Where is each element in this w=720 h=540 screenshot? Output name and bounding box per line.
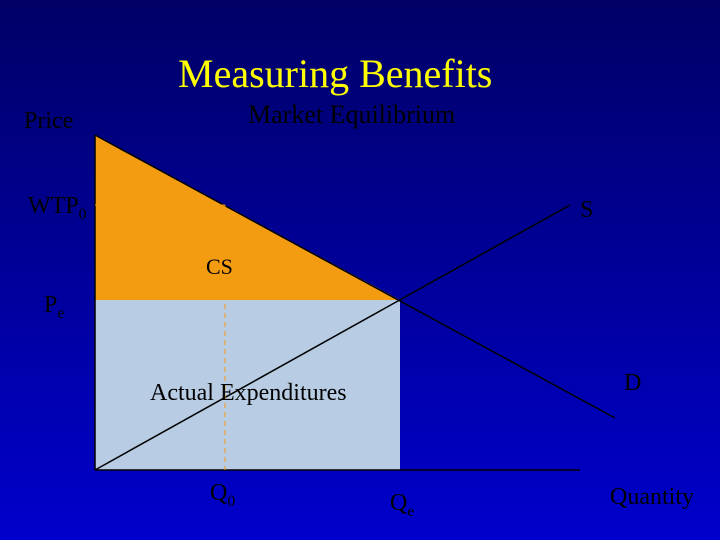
- cs-label: CS: [206, 254, 233, 280]
- title-label: Measuring Benefits: [178, 50, 492, 97]
- q0-label: Q0: [210, 480, 235, 511]
- d-label: D: [624, 370, 641, 397]
- s-label: S: [580, 197, 593, 224]
- actual_exp-label: Actual Expenditures: [150, 380, 347, 407]
- subtitle-label: Market Equilibrium: [248, 100, 455, 130]
- pe-label: Pe: [44, 292, 64, 323]
- slide-stage: Measuring BenefitsMarket Equilibrium Pric…: [0, 0, 720, 540]
- qe-label: Qe: [390, 490, 414, 521]
- price-label: Price: [24, 108, 73, 135]
- quantity-label: Quantity: [610, 484, 694, 511]
- wtp0-label: WTP0: [28, 193, 86, 224]
